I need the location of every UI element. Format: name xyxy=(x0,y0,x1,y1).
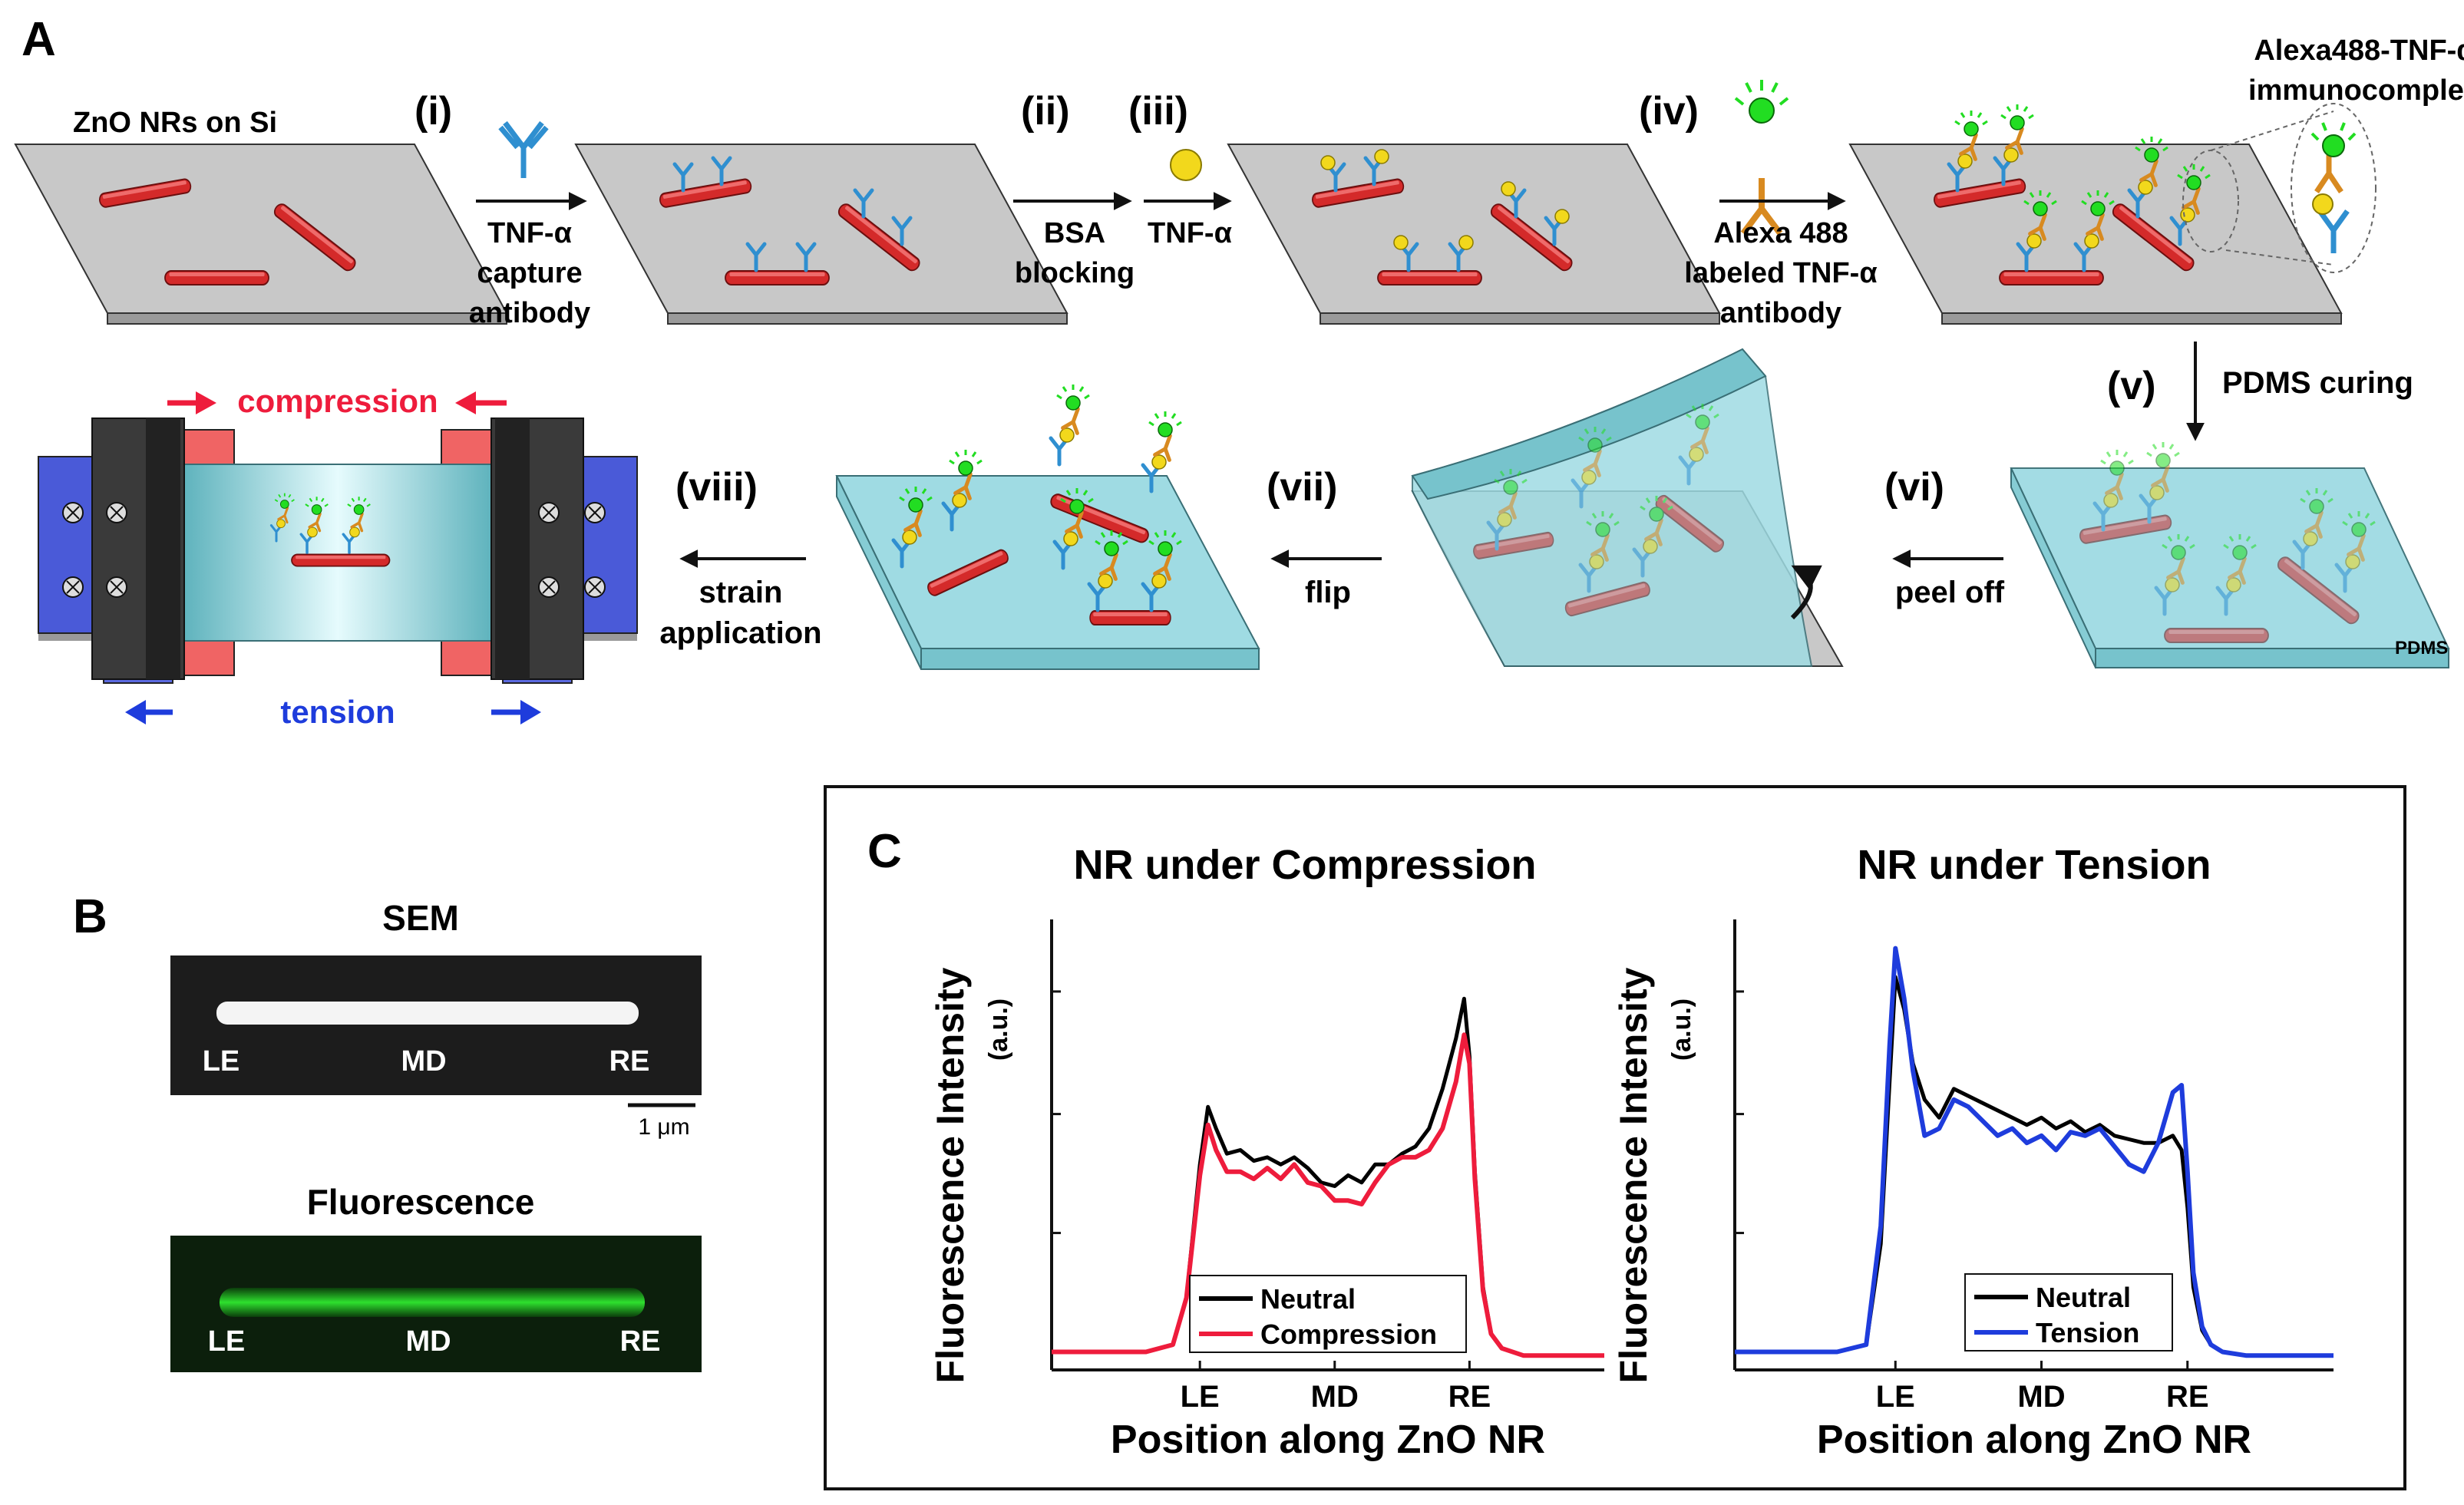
label-zno-on-si: ZnO NRs on Si xyxy=(73,107,277,139)
chart-compression: NR under Compression LE MD RE Position along… xyxy=(929,842,1604,1462)
label-viii-2: application xyxy=(659,616,821,650)
panel-label-b: B xyxy=(73,890,107,943)
label-compression: compression xyxy=(237,383,438,419)
tnf-alpha-icon xyxy=(1170,149,1202,181)
label-viii-1: strain xyxy=(699,576,783,609)
x-tick-label: MD xyxy=(1311,1380,1359,1414)
scale-label: 1 μm xyxy=(638,1114,689,1140)
chart-title: NR under Tension xyxy=(1857,842,2211,888)
sem-re: RE xyxy=(609,1045,650,1078)
fluor-le: LE xyxy=(208,1325,246,1358)
stage-zno-on-si xyxy=(14,144,508,325)
label-iv-2: labeled TNF-α xyxy=(1684,257,1877,289)
legend-box xyxy=(1964,1273,2173,1352)
label-i-2: capture xyxy=(477,257,582,289)
x-tick-label: MD xyxy=(2017,1380,2065,1414)
step-viii: (viii) xyxy=(675,465,758,510)
series-line-tension xyxy=(1735,946,2334,1358)
x-axis-label: Position along ZnO NR xyxy=(1111,1418,1545,1462)
label-ii-2: blocking xyxy=(1015,257,1135,289)
step-iv: (iv) xyxy=(1639,89,1699,134)
legend-label: Compression xyxy=(1260,1319,1437,1350)
sem-nanorod xyxy=(216,1002,639,1025)
label-i-1: TNF-α xyxy=(487,217,572,249)
legend-label: Neutral xyxy=(2036,1282,2131,1313)
stage-pdms-cured xyxy=(2010,442,2450,668)
fluor-md: MD xyxy=(405,1325,451,1358)
x-tick-label: RE xyxy=(1448,1380,1491,1414)
sem-le: LE xyxy=(203,1045,240,1078)
panel-c-frame xyxy=(824,785,2406,1490)
label-i-3: antibody xyxy=(469,297,590,329)
x-axis-label: Position along ZnO NR xyxy=(1817,1418,2251,1462)
step-i: (i) xyxy=(415,89,452,134)
label-tension: tension xyxy=(280,694,395,730)
step-vii: (vii) xyxy=(1267,465,1337,510)
compression-arrows xyxy=(167,391,507,414)
label-iv-3: antibody xyxy=(1720,297,1841,329)
label-iii-1: TNF-α xyxy=(1148,217,1232,249)
stage-tnf-bound xyxy=(1227,144,1721,325)
x-tick-label: LE xyxy=(1181,1380,1220,1414)
sem-title: SEM xyxy=(382,898,459,938)
stage-flipped xyxy=(835,385,1260,670)
alexa-antibody-icon xyxy=(1734,80,1789,236)
label-pdms: PDMS xyxy=(2395,638,2448,658)
label-ii-1: BSA xyxy=(1044,217,1105,249)
label-complex-2: immunocomplex xyxy=(2248,74,2464,107)
panel-label-c: C xyxy=(867,825,902,878)
fluor-nanorod xyxy=(220,1288,645,1317)
legend-box xyxy=(1189,1275,1467,1353)
label-complex-1: Alexa488-TNF-α xyxy=(2254,35,2464,67)
y-axis-label: Fluorescence Intensity xyxy=(1612,967,1655,1383)
fluor-re: RE xyxy=(620,1325,661,1358)
step-ii: (ii) xyxy=(1021,89,1070,134)
label-vii-1: flip xyxy=(1305,576,1351,609)
strain-rig xyxy=(38,418,638,684)
y-axis-label: Fluorescence Intensity xyxy=(929,967,972,1383)
capture-antibody-icon xyxy=(498,120,549,178)
y-axis-unit: (a.u.) xyxy=(984,998,1013,1061)
legend-label: Tension xyxy=(2036,1317,2139,1348)
stage-immunocomplex xyxy=(1848,104,2343,325)
fluor-title: Fluorescence xyxy=(307,1182,535,1222)
step-v: (v) xyxy=(2107,364,2156,408)
immunocomplex-detail-icon xyxy=(2310,122,2357,253)
step-vi: (vi) xyxy=(1884,465,1944,510)
chart-tension: NR under Tension LE MD RE Position along ZnO… xyxy=(1612,842,2334,1462)
label-iv-1: Alexa 488 xyxy=(1713,217,1848,249)
tension-arrows xyxy=(125,700,541,724)
legend-label: Neutral xyxy=(1260,1283,1356,1315)
y-axis-unit: (a.u.) xyxy=(1667,998,1696,1061)
zoom-circle-large xyxy=(2291,103,2376,273)
sem-image xyxy=(170,955,702,1095)
stage-capture-antibody xyxy=(574,144,1069,325)
sem-md: MD xyxy=(401,1045,446,1078)
x-tick-label: LE xyxy=(1876,1380,1915,1414)
label-vi-1: peel off xyxy=(1895,576,2005,609)
x-tick-label: RE xyxy=(2166,1380,2209,1414)
label-v-1: PDMS curing xyxy=(2222,366,2413,400)
chart-title: NR under Compression xyxy=(1073,842,1536,888)
series-line-compression xyxy=(1052,1032,1604,1358)
stage-peeling xyxy=(1411,348,1844,667)
panel-label-a: A xyxy=(21,13,56,66)
step-iii: (iii) xyxy=(1128,89,1188,134)
